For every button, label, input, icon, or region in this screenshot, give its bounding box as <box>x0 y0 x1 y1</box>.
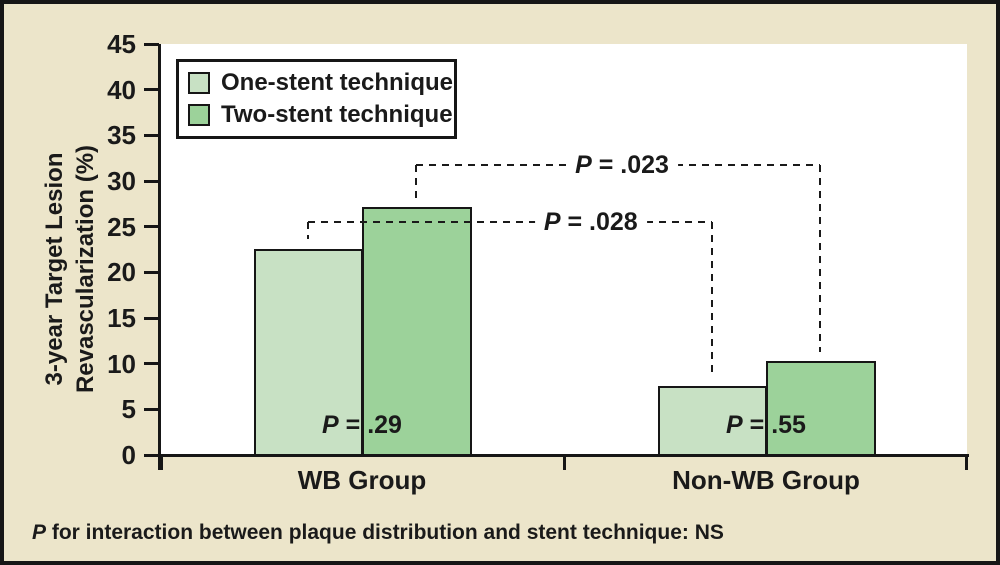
y-axis-title-line1: 3-year Target Lesion <box>41 152 68 386</box>
legend: One-stent technique Two-stent technique <box>176 59 457 139</box>
y-axis-tick <box>144 362 159 366</box>
group-label-wb-group: WB Group <box>297 465 427 495</box>
y-axis-tick <box>144 270 159 274</box>
y-axis-tick <box>144 453 159 457</box>
p-value-label-non-wb-group: P = .55 <box>726 411 806 439</box>
y-axis-tick <box>144 407 159 411</box>
y-axis-title-text: 3-year Target Lesion Revascularization (… <box>39 145 101 393</box>
y-axis-tick <box>144 88 159 92</box>
y-axis-tick-label: 35 <box>107 120 136 151</box>
y-axis-tick-label: 5 <box>121 394 136 425</box>
y-axis-tick <box>144 179 159 183</box>
significance-bracket-line <box>308 221 712 223</box>
bar-wb-group-two-stent-technique <box>362 207 472 456</box>
significance-bracket-connector <box>415 165 417 199</box>
y-axis-tick-label: 45 <box>107 29 136 59</box>
y-axis-tick-label: 0 <box>121 440 136 470</box>
y-axis-tick-label: 20 <box>107 257 136 288</box>
x-axis-tick <box>562 456 566 470</box>
significance-bracket-connector <box>307 222 309 240</box>
group-label-non-wb-group: Non-WB Group <box>672 465 860 495</box>
significance-bracket-connector <box>711 222 713 377</box>
y-axis-tick-label: 40 <box>107 74 136 105</box>
x-axis-tick <box>964 456 968 470</box>
legend-item-two-stent: Two-stent technique <box>188 100 454 128</box>
two-stent-swatch-icon <box>188 103 210 126</box>
x-axis-tick <box>159 456 163 470</box>
y-axis-tick <box>144 225 159 229</box>
p-value-bracket-label: P = .023 <box>566 150 678 181</box>
y-axis-title-line2: Revascularization (%) <box>72 144 99 394</box>
legend-label-one-stent: One-stent technique <box>221 69 454 97</box>
one-stent-swatch-icon <box>188 72 210 95</box>
y-axis-tick <box>144 316 159 320</box>
legend-item-one-stent: One-stent technique <box>188 71 454 95</box>
y-axis-line <box>158 44 161 470</box>
y-axis-tick-label: 30 <box>107 166 136 196</box>
p-value-bracket-label: P = .028 <box>534 207 647 237</box>
y-axis-tick-label: 15 <box>107 303 136 333</box>
legend-label-two-stent: Two-stent technique <box>221 100 453 128</box>
y-axis-tick-label: 25 <box>107 211 136 242</box>
significance-bracket-connector <box>819 165 821 352</box>
y-axis-tick-label: 10 <box>107 348 136 379</box>
bar-non-wb-group-one-stent-technique <box>658 385 767 456</box>
footnote: P for interaction between plaque distrib… <box>32 521 724 544</box>
y-axis-tick <box>144 42 159 46</box>
p-value-label-wb-group: P = .29 <box>322 411 402 439</box>
bar-non-wb-group-two-stent-technique <box>766 360 876 456</box>
y-axis-tick <box>144 133 159 137</box>
x-axis-line <box>158 454 969 457</box>
